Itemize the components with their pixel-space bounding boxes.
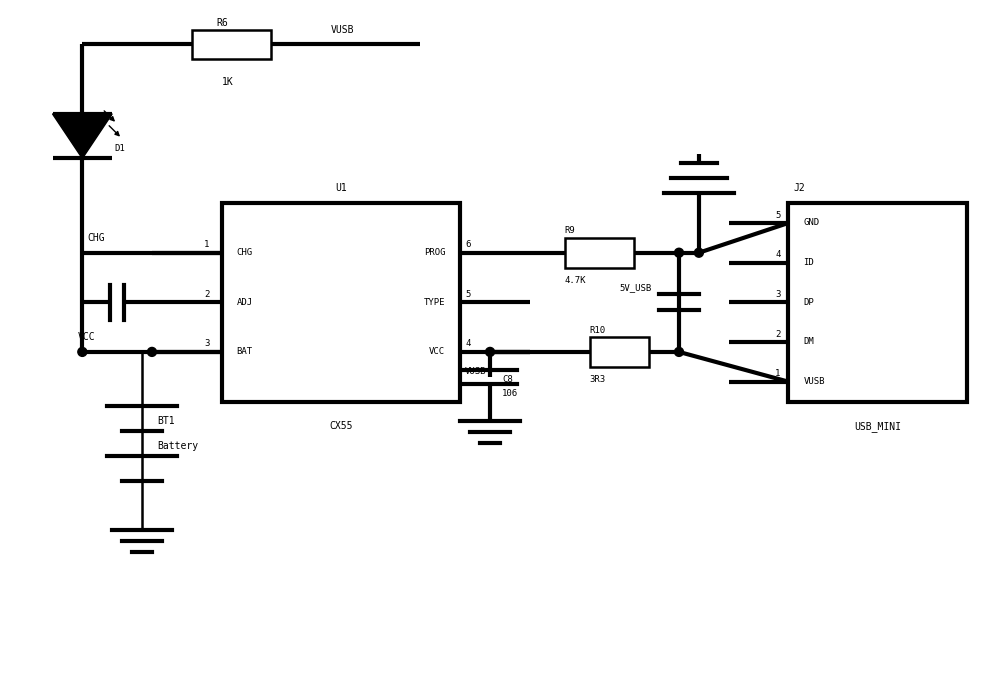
- Bar: [788, 203, 967, 402]
- Text: 2: 2: [204, 290, 210, 299]
- Text: 4: 4: [465, 340, 471, 349]
- Text: 5: 5: [775, 211, 780, 220]
- Bar: [192, 29, 271, 59]
- Text: 1: 1: [775, 369, 780, 379]
- Text: CX55: CX55: [329, 421, 353, 431]
- Text: CHG: CHG: [87, 233, 105, 243]
- Text: 5: 5: [465, 290, 471, 299]
- Circle shape: [675, 347, 683, 357]
- Text: 6: 6: [465, 240, 471, 250]
- Circle shape: [147, 347, 156, 357]
- Text: VUSB: VUSB: [331, 25, 354, 35]
- Text: 3: 3: [204, 340, 210, 349]
- Text: 106: 106: [502, 389, 518, 398]
- Text: PROG: PROG: [424, 248, 445, 257]
- Text: USB_MINI: USB_MINI: [854, 421, 901, 432]
- Text: GND: GND: [803, 218, 819, 228]
- Circle shape: [675, 248, 683, 257]
- Text: DM: DM: [803, 338, 814, 346]
- Text: DP: DP: [803, 298, 814, 307]
- Text: 3: 3: [775, 290, 780, 299]
- Text: VUSB: VUSB: [803, 377, 825, 386]
- Text: 4.7K: 4.7K: [565, 276, 586, 285]
- Bar: [565, 238, 634, 267]
- Text: TYPE: TYPE: [424, 298, 445, 307]
- Text: BT1: BT1: [157, 416, 175, 426]
- Text: R9: R9: [565, 226, 575, 235]
- Text: 2: 2: [775, 329, 780, 338]
- Text: J2: J2: [793, 183, 805, 193]
- Text: VCC: VCC: [77, 332, 95, 342]
- Bar: [590, 337, 649, 367]
- Text: D1: D1: [114, 144, 125, 153]
- Polygon shape: [52, 114, 112, 158]
- Text: C8: C8: [502, 375, 513, 384]
- Text: CHG: CHG: [236, 248, 253, 257]
- Circle shape: [486, 347, 495, 357]
- Text: 4: 4: [775, 250, 780, 259]
- Text: 1: 1: [204, 240, 210, 250]
- Text: R6: R6: [217, 18, 228, 27]
- Text: VCC: VCC: [429, 347, 445, 357]
- Text: 5V_USB: 5V_USB: [619, 283, 652, 292]
- Circle shape: [78, 347, 87, 357]
- Circle shape: [694, 248, 703, 257]
- Text: 3R3: 3R3: [590, 375, 606, 384]
- Bar: [222, 203, 460, 402]
- Text: U1: U1: [335, 183, 347, 193]
- Text: ADJ: ADJ: [236, 298, 253, 307]
- Text: ID: ID: [803, 258, 814, 267]
- Text: BAT: BAT: [236, 347, 253, 357]
- Text: 1K: 1K: [222, 77, 233, 87]
- Text: VUSB: VUSB: [465, 367, 487, 376]
- Text: R10: R10: [590, 325, 606, 335]
- Text: Battery: Battery: [157, 441, 198, 451]
